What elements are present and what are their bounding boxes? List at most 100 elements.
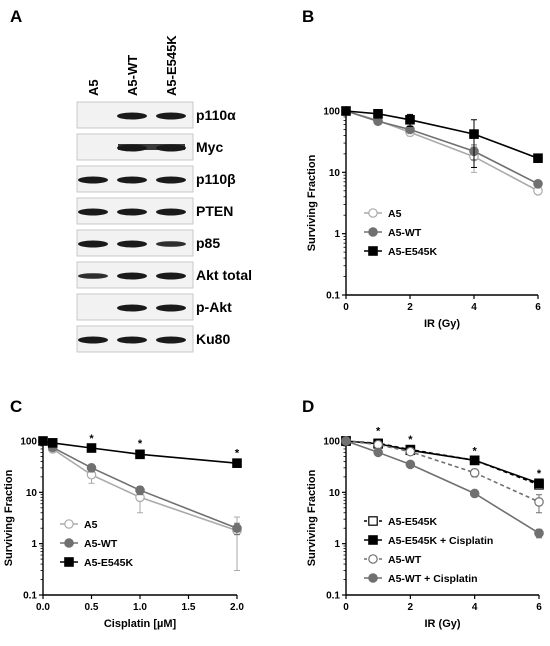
data-point bbox=[405, 114, 415, 125]
legend: A5 A5-WT A5-E545K bbox=[364, 208, 437, 258]
y-tick-label: 1 bbox=[334, 229, 340, 240]
significance-star: * bbox=[235, 447, 240, 459]
y-tick-label: 10 bbox=[26, 488, 38, 499]
blot-band bbox=[117, 272, 147, 280]
x-tick-label: 1.5 bbox=[182, 602, 196, 613]
x-tick-label: 6 bbox=[535, 302, 541, 313]
y-tick-label: 1 bbox=[31, 539, 37, 550]
y-tick-label: 1 bbox=[334, 539, 340, 550]
series-a5-e545k bbox=[341, 106, 543, 168]
x-tick-label: 0.0 bbox=[36, 602, 50, 613]
x-tick-label: 0 bbox=[343, 302, 349, 313]
data-point bbox=[232, 523, 242, 534]
y-tick-label: 0.1 bbox=[326, 291, 340, 302]
blot-band bbox=[156, 336, 186, 344]
data-point bbox=[368, 573, 378, 583]
legend-label: A5-E545K bbox=[84, 557, 133, 569]
blot-row-label: Myc bbox=[196, 139, 223, 155]
blot-band bbox=[156, 272, 186, 280]
series-a5-wt bbox=[341, 106, 543, 189]
x-tick-label: 2.0 bbox=[230, 602, 244, 613]
y-axis-title: Surviving Fraction bbox=[306, 469, 318, 566]
data-point bbox=[469, 129, 479, 139]
data-point bbox=[368, 554, 378, 564]
blot-row-label: p110β bbox=[196, 171, 236, 187]
legend: A5 A5-WT A5-E545K bbox=[60, 519, 133, 569]
x-tick-label: 1.0 bbox=[133, 602, 147, 613]
legend-label: A5-WT bbox=[388, 227, 422, 239]
data-point bbox=[86, 463, 97, 473]
blot-band bbox=[117, 208, 147, 216]
blot-row-label: p-Akt bbox=[196, 299, 232, 315]
y-tick-label: 10 bbox=[329, 488, 341, 499]
significance-star: * bbox=[537, 468, 542, 480]
data-point bbox=[38, 436, 48, 446]
blot-row-label: p110α bbox=[196, 107, 236, 123]
chart-d: 0.1 1 10 100 0 2 4 6 IR (Gy) Surviving Fraction * *… bbox=[306, 426, 544, 630]
y-tick-label: 100 bbox=[323, 107, 340, 118]
legend-label: A5-WT bbox=[388, 554, 422, 566]
significance-star: * bbox=[89, 433, 94, 445]
blot-band bbox=[78, 273, 108, 279]
data-point bbox=[368, 535, 378, 545]
data-point bbox=[373, 439, 383, 450]
data-point bbox=[86, 443, 97, 453]
blot-band bbox=[117, 112, 147, 120]
legend: A5-E545K A5-E545K + Cisplatin A5-WT A5-WT +… bbox=[364, 516, 493, 585]
x-tick-label: 2 bbox=[408, 602, 414, 613]
x-tick-label: 6 bbox=[536, 602, 542, 613]
blot-band bbox=[117, 240, 147, 248]
chart-b: 0.1 1 10 100 0 2 4 6 IR (Gy) Surviving Fraction A5… bbox=[306, 106, 543, 330]
x-tick-label: 0.5 bbox=[85, 602, 99, 613]
legend-label: A5 bbox=[388, 208, 402, 220]
significance-star: * bbox=[138, 438, 143, 450]
x-axis-title: IR (Gy) bbox=[424, 318, 460, 330]
blot-row-label: Ku80 bbox=[196, 331, 230, 347]
blot-band bbox=[156, 176, 186, 184]
y-tick-label: 0.1 bbox=[326, 591, 340, 602]
blot-band bbox=[117, 176, 147, 184]
data-point bbox=[405, 459, 416, 470]
data-point bbox=[64, 557, 74, 567]
data-point bbox=[373, 109, 383, 119]
data-point bbox=[368, 208, 378, 218]
x-tick-label: 4 bbox=[471, 302, 477, 313]
legend-label: A5-E545K bbox=[388, 246, 437, 258]
y-tick-label: 10 bbox=[329, 168, 341, 179]
blot-band bbox=[78, 336, 108, 344]
data-point bbox=[534, 497, 544, 507]
lane-label: A5-E545K bbox=[164, 35, 179, 96]
blot-band bbox=[156, 208, 186, 216]
y-axis-title: Surviving Fraction bbox=[3, 469, 15, 566]
blot-row-label: p85 bbox=[196, 235, 220, 251]
x-tick-label: 2 bbox=[407, 302, 413, 313]
data-point bbox=[368, 246, 378, 256]
data-point bbox=[368, 227, 378, 237]
data-point bbox=[368, 516, 378, 526]
chart-c: 0.1 1 10 100 0.0 0.5 1.0 1.5 2.0 Cisplatin [µM] Su… bbox=[3, 433, 244, 630]
y-axis-title: Surviving Fraction bbox=[306, 154, 318, 251]
data-point bbox=[533, 153, 543, 163]
data-point bbox=[47, 438, 58, 448]
blot-row-label: PTEN bbox=[196, 203, 233, 219]
data-point bbox=[469, 455, 480, 466]
blot-band bbox=[117, 304, 147, 312]
data-point bbox=[533, 179, 543, 189]
blot-band bbox=[118, 144, 185, 150]
blot-band bbox=[117, 336, 147, 344]
significance-star: * bbox=[376, 426, 381, 438]
data-point bbox=[534, 528, 544, 538]
lane-label: A5-WT bbox=[125, 55, 140, 96]
panel-letter-b: B bbox=[302, 7, 314, 26]
panel-letter-d: D bbox=[302, 397, 314, 416]
blot-band bbox=[156, 112, 186, 120]
data-point bbox=[534, 478, 544, 489]
x-axis-title: Cisplatin [µM] bbox=[104, 618, 177, 630]
y-tick-label: 100 bbox=[20, 437, 37, 448]
series-a5-e545k bbox=[38, 436, 242, 468]
data-point bbox=[373, 447, 383, 458]
blot-band bbox=[156, 304, 186, 312]
data-point bbox=[469, 468, 480, 478]
y-tick-label: 100 bbox=[323, 437, 340, 448]
